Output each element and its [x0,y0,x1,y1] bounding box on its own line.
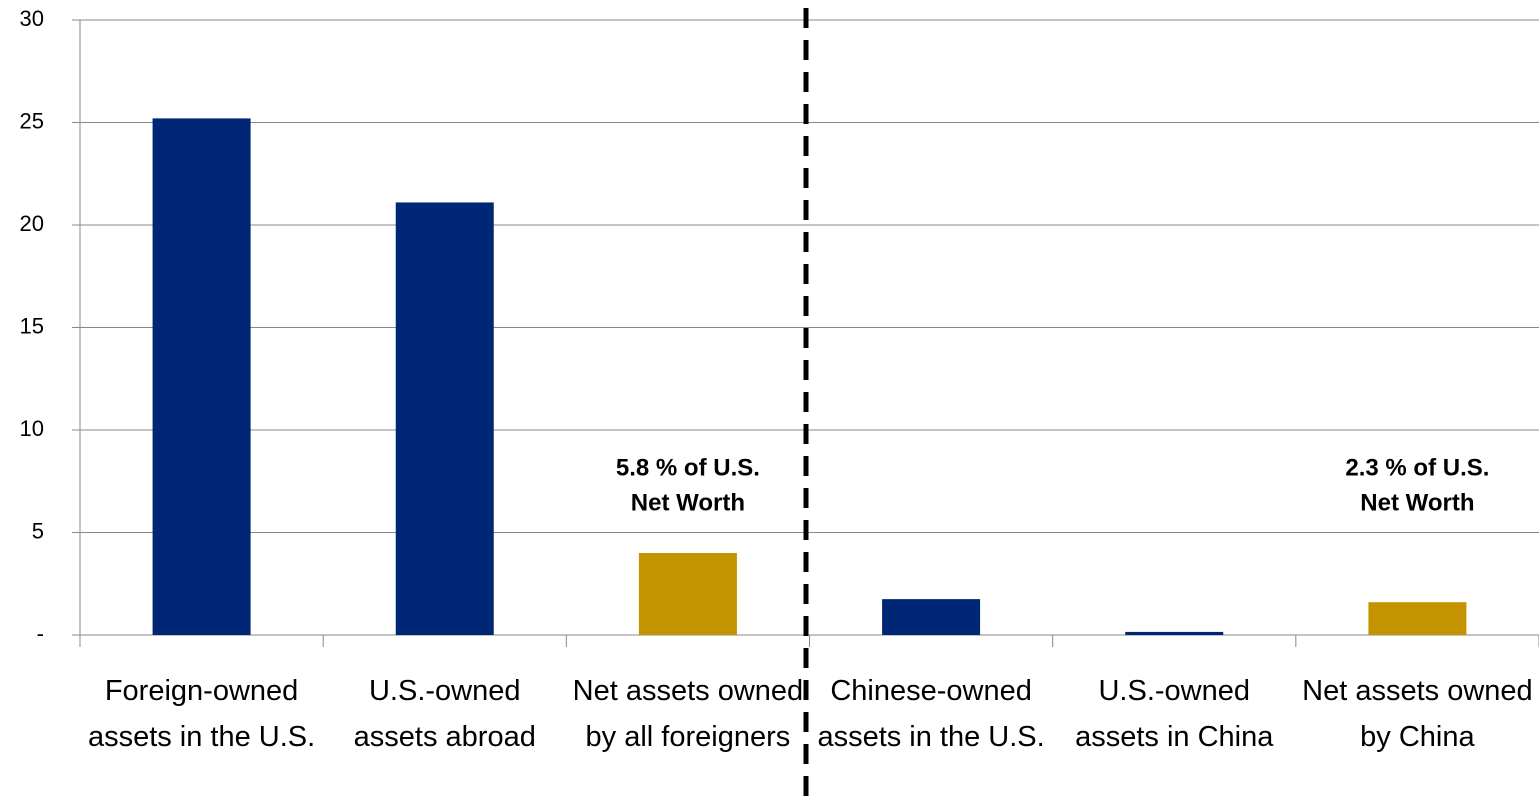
y-tick-label: 30 [20,6,44,31]
bar [638,553,737,635]
x-tick-label: Net assets owned by China [1302,675,1533,753]
x-tick-label: U.S.-owned assets abroad [353,675,536,753]
bar [152,118,251,635]
y-tick-label: 5 [32,518,44,543]
bar [882,599,981,635]
x-tick-label: Chinese-owned assets in the U.S. [817,675,1045,753]
annotation: Net Worth [631,489,745,516]
y-tick-label: 15 [20,313,44,338]
x-tick-label: U.S.-owned assets in China [1075,675,1274,753]
annotation: 2.3 % of U.S. [1345,454,1489,481]
annotation: Net Worth [1360,489,1474,516]
x-tick-label: Net assets owned by all foreigners [572,675,804,753]
y-tick-label: - [37,621,44,646]
x-tick-label: Foreign-owned assets in the U.S. [87,675,316,753]
y-tick-label: 25 [20,108,44,133]
bar [395,202,494,635]
y-tick-label: 20 [20,211,44,236]
y-tick-label: 10 [20,416,44,441]
bar [1125,631,1224,635]
annotation: 5.8 % of U.S. [616,454,760,481]
bar [1368,602,1467,635]
